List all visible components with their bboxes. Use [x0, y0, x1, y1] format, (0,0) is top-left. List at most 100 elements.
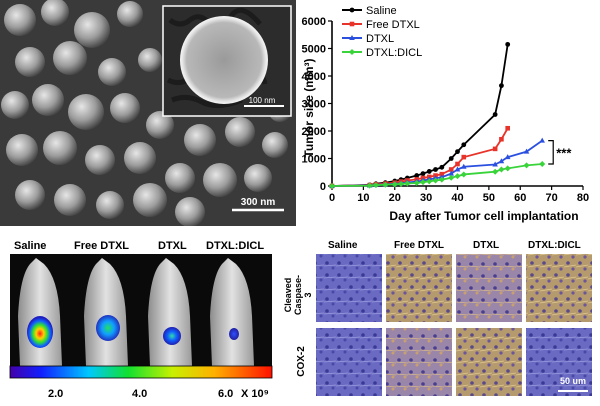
tumor-growth-chart: Tumor size (mm³) Day after Tumor cell im… [300, 0, 600, 226]
legend-marker-dtxl [349, 35, 355, 40]
x-tick-label: 70 [546, 192, 558, 204]
nanoparticle [110, 93, 140, 123]
ivis-image [9, 254, 273, 379]
ihc-caspase-dtxl [456, 254, 522, 322]
ihc-cox2-free-dtxl [386, 328, 452, 396]
y-tick-label: 0 [320, 181, 326, 193]
nanoparticle [96, 191, 124, 219]
ihc-col-saline: Saline [328, 240, 358, 251]
point-dtxl [454, 166, 461, 172]
point-dtxl-dicl [460, 171, 467, 178]
nanoparticle [165, 163, 195, 193]
ihc-cox2-saline [316, 328, 382, 396]
point-free-dtxl [455, 161, 460, 167]
main-scale-label: 300 nm [241, 197, 276, 208]
ivis-label-saline: Saline [14, 240, 47, 252]
point-dtxl [504, 154, 511, 160]
point-free-dtxl [492, 146, 498, 152]
ihc-col-free-dtxl: Free DTXL [394, 240, 445, 251]
point-dtxl-dicl [432, 177, 439, 184]
nanoparticle [15, 47, 45, 77]
nanoparticle [124, 142, 156, 174]
x-tick-label: 0 [329, 192, 335, 204]
nanoparticle [175, 197, 205, 227]
point-free-dtxl [439, 171, 445, 177]
nanoparticle [74, 12, 110, 48]
ivis-panel: Saline Free DTXL DTXL DTXL:DICL [0, 236, 282, 406]
colorbar-tick-6: 6.0 [218, 388, 234, 400]
point-saline [505, 41, 511, 47]
point-dtxl-dicl [413, 179, 420, 186]
colorbar-tick-4: 4.0 [132, 388, 148, 400]
point-dtxl [460, 163, 467, 169]
x-tick-label: 20 [389, 192, 401, 204]
point-dtxl-dicl [539, 161, 546, 167]
point-dtxl-dicl [504, 165, 511, 172]
mouse-dtxl-dicl [210, 258, 254, 366]
ivis-label-free-dtxl: Free DTXL [74, 240, 130, 252]
point-dtxl-dicl [398, 180, 405, 187]
nanoparticle [133, 183, 167, 217]
legend-label-dtxl-dicl: DTXL:DICL [366, 47, 422, 59]
nanoparticle [54, 184, 86, 216]
y-tick-label: 4000 [302, 71, 326, 83]
mouse-dtxl [148, 258, 192, 366]
ihc-caspase-dtxl-dicl [526, 254, 592, 322]
ihc-col-dtxl: DTXL [473, 240, 500, 251]
y-tick-label: 3000 [302, 99, 326, 111]
nanoparticle [262, 132, 288, 158]
point-dtxl [492, 161, 498, 167]
nanoparticle [1, 91, 29, 119]
nanoparticle [184, 124, 216, 156]
point-dtxl-dicl [372, 182, 379, 189]
point-dtxl-dicl [329, 183, 335, 189]
x-tick-label: 80 [577, 192, 589, 204]
nanoparticle [53, 41, 87, 75]
nanoparticle [117, 1, 143, 27]
series-line-free-dtxl [331, 127, 509, 187]
legend-marker-saline [349, 7, 355, 13]
nanoparticle [6, 134, 38, 166]
x-tick-label: 60 [514, 192, 526, 204]
point-saline [433, 167, 438, 172]
x-tick-label: 50 [483, 192, 495, 204]
ihc-scale-label: 50 um [560, 376, 587, 386]
nanoparticle [138, 48, 162, 72]
y-tick-label: 5000 [302, 44, 326, 56]
point-dtxl-dicl [492, 168, 499, 175]
point-dtxl [539, 137, 546, 143]
y-tick-label: 6000 [302, 16, 326, 28]
sem-image: 100 nm 300 nm [0, 0, 296, 227]
inset-scale-label: 100 nm [249, 96, 276, 105]
x-axis-label: Day after Tumor cell implantation [389, 209, 578, 223]
ihc-cox2-dtxl [456, 328, 522, 396]
nanoparticle [98, 58, 126, 86]
ihc-panel: Saline Free DTXL DTXL DTXL:DICL Cleaved … [283, 236, 600, 406]
nanoparticle [43, 131, 77, 165]
nanoparticle [68, 94, 104, 130]
point-free-dtxl [505, 125, 510, 131]
point-dtxl-dicl [391, 181, 398, 188]
ivis-label-dtxl-dicl: DTXL:DICL [206, 240, 265, 252]
point-saline [426, 169, 432, 174]
point-free-dtxl [499, 136, 504, 142]
nanoparticle [225, 117, 255, 147]
nanoparticle [244, 164, 272, 192]
legend-marker-free-dtxl [349, 21, 355, 27]
mouse-free-dtxl [84, 258, 128, 366]
point-dtxl [498, 158, 505, 164]
point-dtxl-dicl [419, 179, 426, 186]
legend-label-dtxl: DTXL [366, 33, 394, 45]
mouse-saline [18, 258, 62, 366]
point-saline [420, 171, 426, 177]
point-dtxl-dicl [498, 166, 505, 173]
ihc-image-grid [316, 254, 592, 396]
nanoparticle [85, 145, 115, 175]
sem-panel: 100 nm 300 nm [0, 0, 296, 227]
nanoparticle [4, 4, 36, 36]
significance-bracket [548, 140, 554, 165]
point-dtxl-dicl [404, 180, 411, 187]
y-tick-label: 1000 [302, 154, 326, 166]
point-saline [414, 173, 420, 178]
point-dtxl-dicl [448, 174, 455, 181]
